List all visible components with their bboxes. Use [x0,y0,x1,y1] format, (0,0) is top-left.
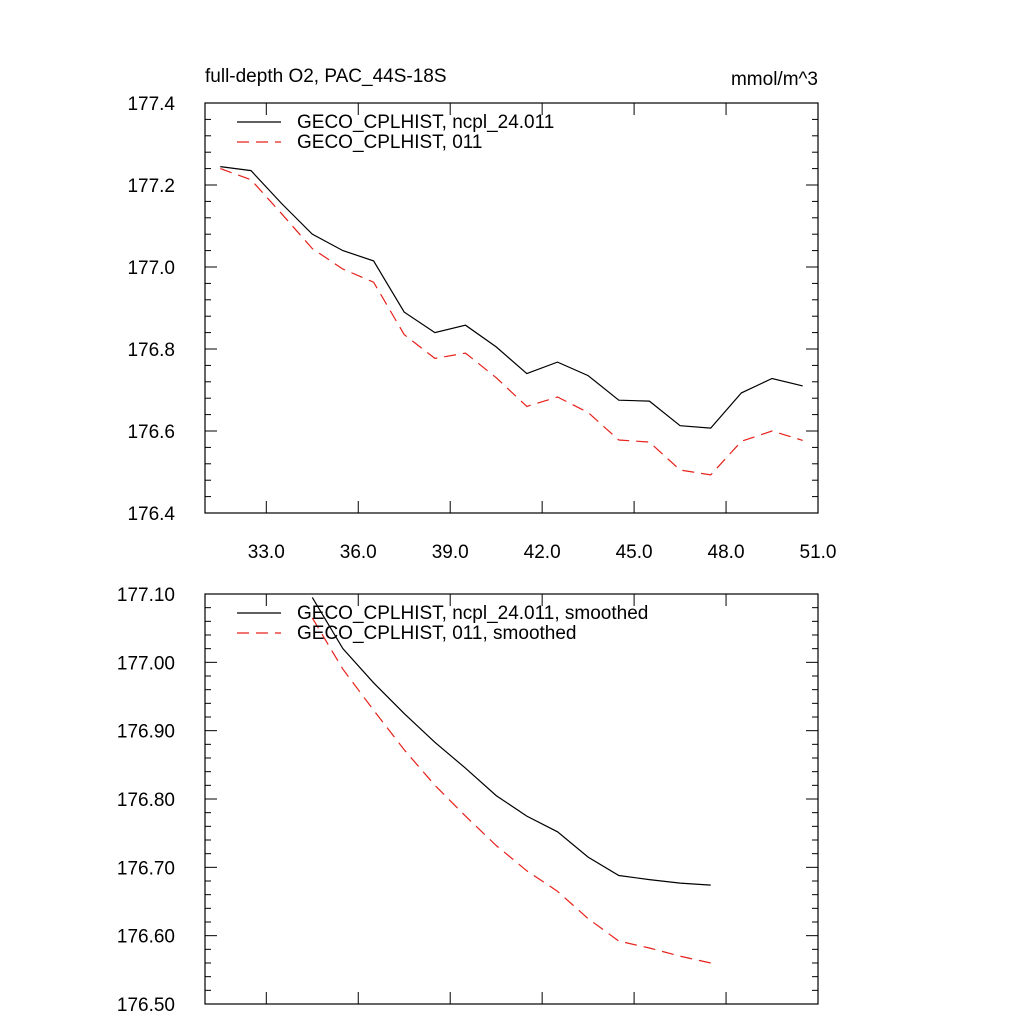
top-y-tick-label: 176.4 [127,504,175,525]
top-x-tick-label: 42.0 [524,542,561,563]
bottom-panel: GECO_CPLHIST, ncpl_24.011, smoothedGECO_… [117,585,819,1016]
top-x-tick-label: 51.0 [800,542,837,563]
top-y-tick-label: 176.6 [127,422,175,443]
bottom-y-tick-label: 177.10 [117,585,175,606]
top-y-tick-label: 177.4 [127,94,175,115]
units-label: mmol/m^3 [731,69,818,90]
bottom-plot-frame [204,593,819,1005]
top-series-line-2 [220,168,803,476]
top-x-tick-label: 39.0 [432,542,469,563]
bottom-y-tick-label: 176.50 [117,995,175,1016]
top-y-tick-label: 176.8 [127,340,175,361]
top-legend-label-1: GECO_CPLHIST, ncpl_24.011 [297,112,554,133]
bottom-y-tick-label: 176.70 [117,858,175,879]
bottom-series-line-2 [311,617,711,964]
top-x-tick-label: 48.0 [708,542,745,563]
top-axis-ticks: 176.4 176.6 176.8 177.0 177.2 177.4 33.0 36.0 39… [127,94,836,563]
bottom-axis-ticks: 176.50 176.60 176.70 176.80 176.90 177.00 177.… [117,585,819,1016]
bottom-y-tick-label: 177.00 [117,653,175,674]
top-x-tick-label: 33.0 [248,542,285,563]
top-legend-label-2: GECO_CPLHIST, 011 [297,132,483,153]
bottom-series-line-1 [311,597,711,886]
bottom-legend-label-1: GECO_CPLHIST, ncpl_24.011, smoothed [297,603,648,624]
top-panel: full-depth O2, PAC_44S-18S mmol/m^3 GECO… [127,66,836,563]
bottom-legend: GECO_CPLHIST, ncpl_24.011, smoothedGECO_… [237,603,648,644]
bottom-y-tick-label: 176.90 [117,722,175,743]
top-x-tick-label: 36.0 [340,542,377,563]
bottom-y-tick-label: 176.60 [117,927,175,948]
top-plot-frame [204,102,819,514]
top-x-tick-label: 45.0 [616,542,653,563]
top-series-layer [220,166,803,476]
bottom-series-layer [311,597,711,964]
bottom-legend-label-2: GECO_CPLHIST, 011, smoothed [297,623,577,644]
top-y-tick-label: 177.2 [127,176,175,197]
top-y-tick-label: 177.0 [127,258,175,279]
bottom-y-tick-label: 176.80 [117,790,175,811]
top-series-line-1 [220,166,803,429]
chart-title: full-depth O2, PAC_44S-18S [205,66,447,87]
